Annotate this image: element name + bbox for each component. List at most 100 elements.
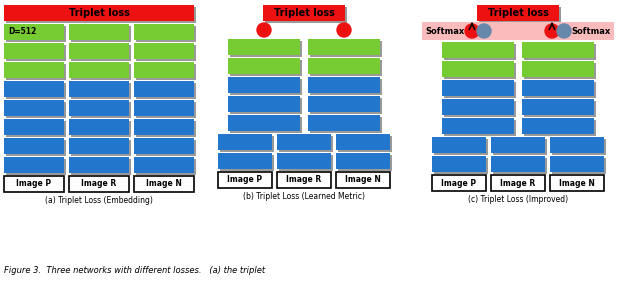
Bar <box>522 99 594 115</box>
Bar <box>4 62 64 78</box>
Bar <box>338 136 392 152</box>
Bar <box>71 159 131 175</box>
Bar <box>444 63 516 79</box>
Bar <box>442 99 514 115</box>
Bar <box>265 7 347 23</box>
Bar <box>444 44 516 60</box>
Bar <box>71 140 131 156</box>
Bar <box>6 140 66 156</box>
Bar <box>552 139 606 155</box>
Text: Figure 3.  Three networks with different losses.   (a) the triplet: Figure 3. Three networks with different … <box>4 266 265 275</box>
Bar <box>522 61 594 77</box>
Text: Softmax: Softmax <box>425 26 464 35</box>
Bar <box>263 5 345 21</box>
Bar <box>310 79 382 95</box>
Bar <box>444 120 516 136</box>
Bar <box>134 24 194 40</box>
Bar <box>230 60 302 76</box>
Text: (a) Triplet Loss (Embedding): (a) Triplet Loss (Embedding) <box>45 196 153 205</box>
Bar <box>4 138 64 154</box>
Text: Image N: Image N <box>559 178 595 187</box>
Bar <box>69 81 129 97</box>
Bar <box>230 41 302 57</box>
Bar <box>4 119 64 135</box>
Bar <box>220 136 274 152</box>
Circle shape <box>465 24 479 38</box>
Bar <box>277 153 331 169</box>
Circle shape <box>545 24 559 38</box>
Bar <box>279 155 333 171</box>
Text: D=512: D=512 <box>8 28 36 37</box>
Bar <box>493 139 547 155</box>
Bar <box>136 64 196 80</box>
Bar <box>310 98 382 114</box>
Bar <box>218 153 272 169</box>
Bar <box>522 42 594 58</box>
Bar <box>4 176 64 192</box>
Bar <box>136 159 196 175</box>
Bar <box>134 43 194 59</box>
Bar <box>6 159 66 175</box>
Bar <box>69 157 129 173</box>
Bar <box>552 158 606 174</box>
Bar <box>550 156 604 172</box>
Bar <box>491 156 545 172</box>
Bar <box>434 139 488 155</box>
Bar <box>277 172 331 188</box>
Bar <box>228 96 300 112</box>
Bar <box>338 155 392 171</box>
Bar <box>336 134 390 150</box>
Bar <box>218 172 272 188</box>
Bar <box>4 81 64 97</box>
Bar <box>422 22 614 40</box>
Bar <box>134 62 194 78</box>
Bar <box>71 83 131 99</box>
Circle shape <box>257 23 271 37</box>
Bar <box>69 43 129 59</box>
Bar <box>136 121 196 137</box>
Bar <box>336 153 390 169</box>
Bar <box>491 175 545 191</box>
Bar <box>442 80 514 96</box>
Bar <box>136 140 196 156</box>
Bar <box>6 83 66 99</box>
Bar <box>308 96 380 112</box>
Bar <box>4 43 64 59</box>
Bar <box>550 175 604 191</box>
Text: Triplet loss: Triplet loss <box>273 8 335 18</box>
Bar <box>6 45 66 61</box>
Bar <box>136 26 196 42</box>
Bar <box>134 157 194 173</box>
Bar <box>310 41 382 57</box>
Bar <box>69 138 129 154</box>
Text: Image N: Image N <box>345 176 381 185</box>
Bar <box>6 26 66 42</box>
Bar <box>524 120 596 136</box>
Text: Image R: Image R <box>81 180 116 189</box>
Text: Image P: Image P <box>17 180 52 189</box>
Bar <box>524 101 596 117</box>
Bar <box>524 82 596 98</box>
Bar <box>336 172 390 188</box>
Bar <box>134 138 194 154</box>
Bar <box>71 26 131 42</box>
Bar <box>134 81 194 97</box>
Bar <box>218 134 272 150</box>
Bar <box>308 58 380 74</box>
Bar <box>228 39 300 55</box>
Bar <box>550 137 604 153</box>
Bar <box>442 42 514 58</box>
Bar <box>71 121 131 137</box>
Bar <box>136 83 196 99</box>
Bar <box>432 137 486 153</box>
Bar <box>230 117 302 133</box>
Bar <box>308 39 380 55</box>
Bar <box>479 7 561 23</box>
Bar <box>69 119 129 135</box>
Bar <box>310 117 382 133</box>
Text: Image N: Image N <box>146 180 182 189</box>
Bar <box>477 5 559 21</box>
Bar <box>71 45 131 61</box>
Bar <box>310 60 382 76</box>
Bar <box>6 121 66 137</box>
